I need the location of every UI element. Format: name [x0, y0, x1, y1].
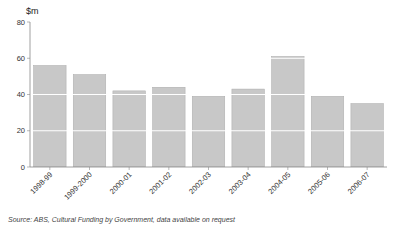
x-tick	[367, 167, 368, 170]
plot-area	[30, 56, 387, 167]
y-tick-label: 80	[17, 18, 25, 27]
y-tick	[27, 58, 30, 59]
x-tick	[89, 167, 90, 170]
bar	[73, 75, 106, 167]
y-tick-label: 40	[17, 90, 25, 99]
bar	[34, 66, 67, 168]
y-tick-label: 20	[17, 126, 25, 135]
grid-line	[30, 130, 387, 131]
x-tick-label: 2003-04	[227, 170, 253, 196]
grid-line	[30, 94, 387, 95]
y-tick-label: 60	[17, 54, 25, 63]
bar	[311, 96, 344, 167]
x-tick-label: 2006-07	[346, 170, 372, 196]
x-tick	[327, 167, 328, 170]
y-tick	[27, 167, 30, 168]
chart: 0 20 40 60 80 1998-99 1999-2000 2000-01 2001-02 2…	[0, 0, 397, 227]
bar	[351, 104, 384, 167]
x-tick	[248, 167, 249, 170]
x-tick-label: 2002-03	[187, 170, 213, 196]
x-tick-label: 2004-05	[266, 170, 292, 196]
bar	[272, 56, 305, 167]
source-note: Source: ABS, Cultural Funding by Governm…	[8, 216, 236, 224]
x-tick-label: 1998-99	[28, 170, 54, 196]
x-tick	[168, 167, 169, 170]
x-tick-label: 2000-01	[108, 170, 134, 196]
bar	[232, 89, 265, 167]
chart-container: 0 20 40 60 80 1998-99 1999-2000 2000-01 2001-02 2…	[0, 0, 397, 227]
y-tick	[27, 22, 30, 23]
grid-line	[30, 58, 387, 59]
y-tick	[27, 130, 30, 131]
bar	[113, 91, 146, 167]
y-axis-label: $m	[26, 6, 39, 16]
y-tick	[27, 94, 30, 95]
y-tick-label: 0	[21, 163, 25, 172]
x-tick	[287, 167, 288, 170]
x-tick-label: 1999-2000	[62, 170, 94, 202]
x-tick-label: 2005-06	[306, 170, 332, 196]
bar	[192, 96, 225, 167]
bar	[153, 87, 186, 167]
x-tick	[49, 167, 50, 170]
x-tick-label: 2001-02	[147, 170, 173, 196]
x-tick	[208, 167, 209, 170]
x-tick	[129, 167, 130, 170]
